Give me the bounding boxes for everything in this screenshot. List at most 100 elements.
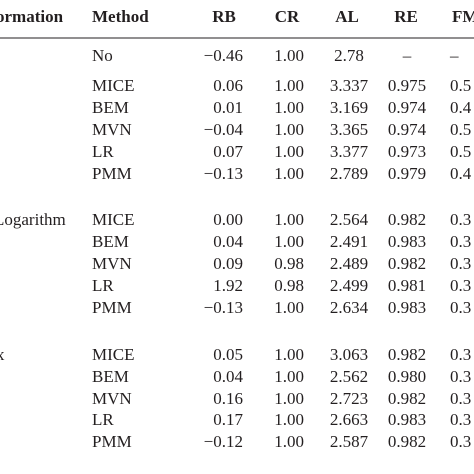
value-cell: 0.982: [388, 389, 426, 408]
value-cell: −0.12: [204, 432, 243, 451]
method-cell: BEM: [92, 367, 129, 386]
method-cell: MICE: [92, 76, 135, 95]
value-cell: 1.00: [274, 410, 304, 429]
value-cell: 0.982: [388, 432, 426, 451]
value-cell: 0.3: [450, 367, 471, 386]
value-cell: 0.98: [274, 254, 304, 273]
value-cell: –: [402, 46, 412, 65]
header-cell: RB: [212, 7, 236, 26]
value-cell: 1.00: [274, 76, 304, 95]
value-cell: 0.975: [388, 76, 426, 95]
value-cell: −0.04: [204, 120, 244, 139]
value-cell: 0.981: [388, 276, 426, 295]
value-cell: 0.4: [450, 164, 472, 183]
value-cell: 2.663: [330, 410, 368, 429]
value-cell: 0.3: [450, 232, 471, 251]
header-cell: RE: [394, 7, 418, 26]
value-cell: 1.92: [213, 276, 243, 295]
method-cell: MVN: [92, 120, 132, 139]
value-cell: 2.491: [330, 232, 368, 251]
value-cell: 0.00: [213, 210, 243, 229]
value-cell: 1.00: [274, 298, 304, 317]
value-cell: –: [449, 46, 459, 65]
value-cell: 0.16: [213, 389, 243, 408]
value-cell: −0.13: [204, 298, 243, 317]
value-cell: 0.974: [388, 98, 427, 117]
value-cell: 1.00: [274, 367, 304, 386]
header-cell: CR: [275, 7, 300, 26]
value-cell: 0.5: [450, 76, 471, 95]
value-cell: 1.00: [274, 389, 304, 408]
value-cell: 0.979: [388, 164, 426, 183]
value-cell: 0.04: [213, 232, 243, 251]
value-cell: 0.17: [213, 410, 243, 429]
value-cell: 0.974: [388, 120, 427, 139]
value-cell: 0.3: [450, 298, 471, 317]
value-cell: 2.634: [330, 298, 369, 317]
value-cell: 2.587: [330, 432, 369, 451]
method-cell: PMM: [92, 164, 132, 183]
value-cell: 2.499: [330, 276, 368, 295]
value-cell: 0.3: [450, 432, 471, 451]
value-cell: 0.982: [388, 210, 426, 229]
header-cell: ormation: [0, 7, 64, 26]
method-cell: PMM: [92, 298, 132, 317]
header-cell: FM: [452, 7, 474, 26]
value-cell: 0.982: [388, 345, 426, 364]
value-cell: 1.00: [274, 210, 304, 229]
method-cell: MICE: [92, 210, 135, 229]
value-cell: 1.00: [274, 345, 304, 364]
value-cell: 0.05: [213, 345, 243, 364]
method-cell: MVN: [92, 389, 132, 408]
value-cell: 0.983: [388, 410, 426, 429]
value-cell: 1.00: [274, 142, 304, 161]
method-cell: LR: [92, 410, 114, 429]
value-cell: 0.4: [450, 98, 472, 117]
value-cell: 1.00: [274, 98, 304, 117]
value-cell: 0.973: [388, 142, 426, 161]
value-cell: 0.3: [450, 276, 471, 295]
group-label: Logarithm: [0, 210, 66, 229]
value-cell: 1.00: [274, 164, 304, 183]
value-cell: 0.3: [450, 345, 471, 364]
method-cell: MICE: [92, 345, 135, 364]
value-cell: 0.3: [450, 254, 471, 273]
value-cell: −0.13: [204, 164, 243, 183]
method-cell: PMM: [92, 432, 132, 451]
value-cell: 0.98: [274, 276, 304, 295]
value-cell: 1.00: [274, 432, 304, 451]
value-cell: 1.00: [274, 120, 304, 139]
value-cell: 0.983: [388, 232, 426, 251]
method-cell: MVN: [92, 254, 132, 273]
value-cell: 0.5: [450, 142, 471, 161]
value-cell: 2.562: [330, 367, 368, 386]
value-cell: 0.06: [213, 76, 243, 95]
value-cell: 2.78: [334, 46, 364, 65]
value-cell: 1.00: [274, 232, 304, 251]
value-cell: 0.982: [388, 254, 426, 273]
method-cell: BEM: [92, 98, 129, 117]
value-cell: 0.5: [450, 120, 471, 139]
value-cell: 2.489: [330, 254, 368, 273]
method-cell: BEM: [92, 232, 129, 251]
value-cell: 3.365: [330, 120, 368, 139]
value-cell: 2.723: [330, 389, 368, 408]
value-cell: −0.46: [204, 46, 243, 65]
value-cell: 3.169: [330, 98, 368, 117]
value-cell: 0.3: [450, 389, 471, 408]
value-cell: 3.337: [330, 76, 369, 95]
value-cell: 0.04: [213, 367, 243, 386]
value-cell: 2.564: [330, 210, 369, 229]
value-cell: 0.01: [213, 98, 243, 117]
header-cell: AL: [335, 7, 359, 26]
value-cell: 0.09: [213, 254, 243, 273]
header-cell: Method: [92, 7, 149, 26]
value-cell: 0.983: [388, 298, 426, 317]
value-cell: 3.377: [330, 142, 369, 161]
value-cell: 1.00: [274, 46, 304, 65]
value-cell: 0.07: [213, 142, 243, 161]
method-cell: No: [92, 46, 113, 65]
value-cell: 0.3: [450, 210, 471, 229]
